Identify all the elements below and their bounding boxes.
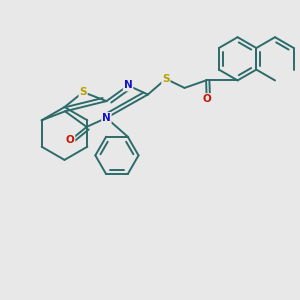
Text: O: O — [202, 94, 211, 104]
Text: S: S — [162, 74, 170, 84]
Text: N: N — [102, 113, 111, 123]
Text: N: N — [124, 80, 133, 91]
Text: S: S — [79, 87, 87, 97]
Text: O: O — [66, 135, 74, 146]
